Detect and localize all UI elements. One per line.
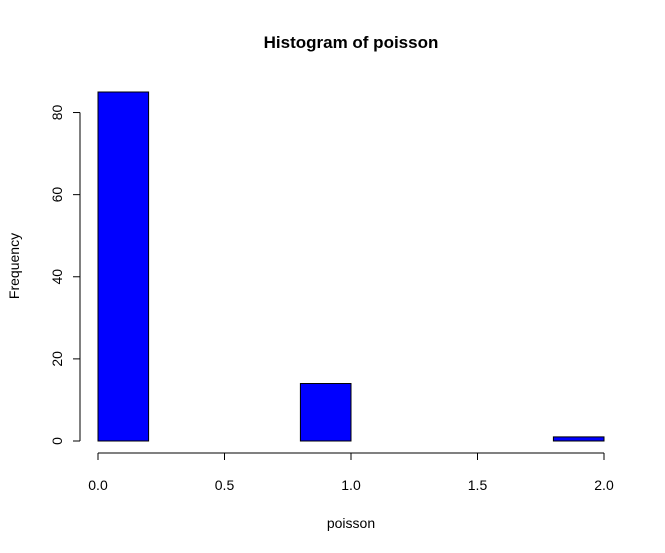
y-tick-label: 60 [49, 187, 65, 203]
y-axis: 0 20 40 60 80 [49, 105, 81, 445]
histogram-bar-0 [97, 91, 150, 442]
histogram-bar-4 [299, 383, 352, 442]
x-tick-label: 2.0 [594, 477, 614, 493]
y-tick-label: 40 [49, 269, 65, 285]
x-tick-label: 1.5 [468, 477, 488, 493]
x-axis: 0.0 0.5 1.0 1.5 2.0 [88, 452, 614, 493]
y-tick-label: 20 [49, 351, 65, 367]
x-tick-label: 1.0 [341, 477, 361, 493]
x-tick-label: 0.0 [88, 477, 108, 493]
chart-title: Histogram of poisson [264, 33, 439, 52]
y-tick-label: 80 [49, 105, 65, 121]
x-tick-label: 0.5 [215, 477, 235, 493]
x-axis-label: poisson [327, 515, 375, 531]
bars-group [97, 91, 605, 442]
histogram-bar-9 [552, 436, 605, 442]
y-axis-label: Frequency [6, 233, 22, 299]
y-tick-label: 0 [49, 437, 65, 445]
